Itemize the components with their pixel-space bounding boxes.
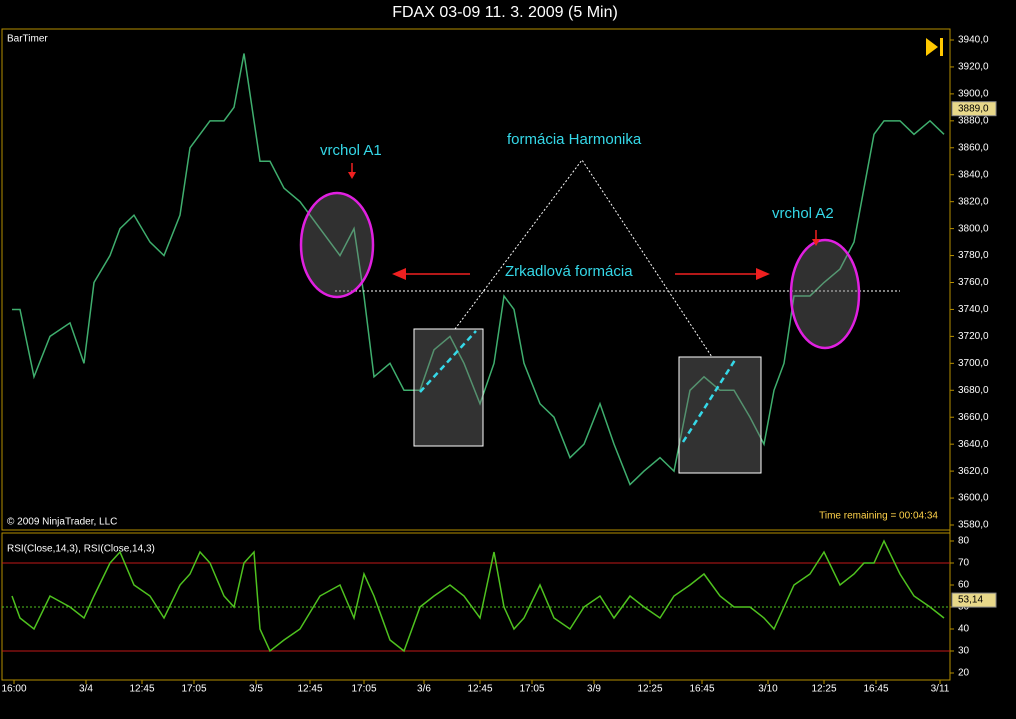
x-tick-label: 12:45: [467, 684, 492, 695]
dash-line: [681, 359, 737, 443]
dash-line: [419, 330, 477, 393]
y-tick-label: 70: [958, 558, 970, 569]
annotation: vrchol A1: [320, 142, 382, 159]
y-tick-label: 3740,0: [958, 304, 989, 315]
x-tick-label: 16:00: [1, 684, 26, 695]
x-tick-label: 16:45: [689, 684, 714, 695]
y-tick-label: 60: [958, 580, 970, 591]
x-tick-label: 3/11: [931, 684, 950, 695]
x-tick-label: 3/4: [79, 684, 93, 695]
y-tick-label: 3720,0: [958, 331, 989, 342]
arrow-head: [348, 172, 356, 179]
y-tick-label: 3700,0: [958, 358, 989, 369]
y-tick-label: 3860,0: [958, 142, 989, 153]
annotations: vrchol A1 vrchol A2 formácia Harmonika Z…: [299, 131, 900, 474]
x-tick-label: 3/5: [249, 684, 263, 695]
y-tick-label: 3940,0: [958, 35, 989, 46]
x-tick-label: 3/10: [758, 684, 778, 695]
x-tick-label: 16:45: [863, 684, 888, 695]
last-value-label: 3889,0: [958, 103, 989, 114]
y-tick-label: 30: [958, 646, 970, 657]
y-tick-label: 3880,0: [958, 115, 989, 126]
y-tick-label: 3620,0: [958, 466, 989, 477]
x-tick-label: 17:05: [181, 684, 206, 695]
time-remaining: Time remaining = 00:04:34: [819, 511, 938, 522]
play-icon-bar[interactable]: [940, 38, 943, 56]
y-tick-label: 3760,0: [958, 277, 989, 288]
y-tick-label: 3920,0: [958, 62, 989, 73]
y-tick-label: 3640,0: [958, 439, 989, 450]
y-tick-label: 3680,0: [958, 385, 989, 396]
x-tick-label: 17:05: [351, 684, 376, 695]
arrow-head: [392, 268, 406, 280]
y-tick-label: 40: [958, 624, 970, 635]
y-tick-label: 20: [958, 668, 970, 679]
y-tick-label: 3800,0: [958, 223, 989, 234]
x-tick-label: 12:25: [811, 684, 836, 695]
y-tick-label: 3600,0: [958, 493, 989, 504]
harmonika-line: [454, 159, 713, 358]
y-tick-label: 3780,0: [958, 250, 989, 261]
arrow-head: [812, 239, 820, 246]
series-line: [11, 539, 945, 653]
x-tick-label: 17:05: [519, 684, 544, 695]
ellipse: [789, 238, 861, 350]
x-tick-label: 3/9: [587, 684, 601, 695]
annotation: formácia Harmonika: [507, 131, 642, 148]
last-value-tag: [951, 101, 997, 117]
annotation: Zrkadlová formácia: [505, 263, 633, 280]
window-title: FDAX 03-09 11. 3. 2009 (5 Min): [392, 4, 618, 21]
y-tick-label: 80: [958, 536, 970, 547]
box: [678, 356, 762, 474]
y-tick-label: 3840,0: [958, 169, 989, 180]
y-tick-label: 3580,0: [958, 520, 989, 531]
y-tick-label: 3900,0: [958, 89, 989, 100]
x-tick-label: 3/6: [417, 684, 431, 695]
arrow-head: [756, 268, 770, 280]
x-tick-label: 12:45: [129, 684, 154, 695]
x-tick-label: 12:25: [637, 684, 662, 695]
y-tick-label: 3820,0: [958, 196, 989, 207]
y-tick-label: 3660,0: [958, 412, 989, 423]
box: [413, 328, 484, 447]
last-value-label: 53,14: [958, 595, 983, 606]
x-tick-label: 12:45: [297, 684, 322, 695]
annotation: vrchol A2: [772, 205, 834, 222]
copyright: © 2009 NinjaTrader, LLC: [7, 517, 117, 528]
rsi-title: RSI(Close,14,3), RSI(Close,14,3): [7, 544, 155, 555]
play-icon[interactable]: [926, 38, 938, 56]
ellipse: [299, 191, 375, 299]
last-value-tag: [951, 592, 997, 608]
indicator-label: BarTimer: [7, 34, 48, 45]
series-line: [12, 53, 945, 486]
